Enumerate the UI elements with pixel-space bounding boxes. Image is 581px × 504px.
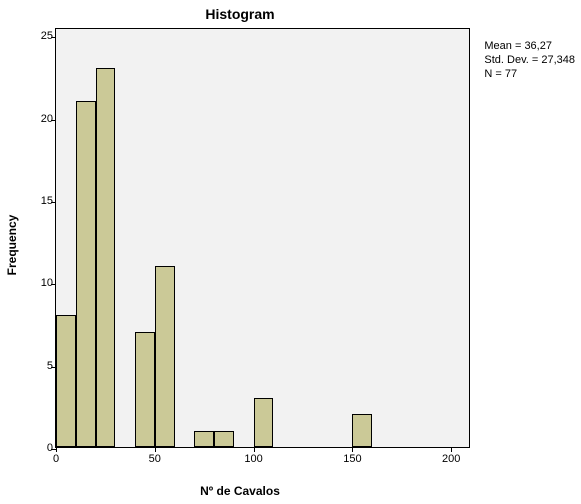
y-tick-label: 5 [13, 360, 53, 372]
y-axis-label: Frequency [5, 215, 19, 276]
histogram-bar [254, 398, 274, 447]
x-tick-label: 200 [442, 453, 460, 465]
histogram-bar [155, 266, 175, 447]
histogram-bar [76, 101, 96, 447]
x-tick-label: 100 [244, 453, 262, 465]
stat-n: N = 77 [484, 68, 575, 82]
x-tick-mark [352, 447, 353, 452]
chart-title: Histogram [0, 6, 480, 22]
histogram-bar [352, 414, 372, 447]
x-tick-mark [56, 447, 57, 452]
stat-std: Std. Dev. = 27,348 [484, 54, 575, 68]
x-axis-label: Nº de Cavalos [0, 484, 480, 498]
y-tick-mark [51, 284, 56, 285]
histogram-bar [194, 431, 214, 447]
y-tick-label: 10 [13, 277, 53, 289]
x-tick-label: 50 [149, 453, 161, 465]
y-tick-label: 0 [13, 442, 53, 454]
x-tick-label: 0 [53, 453, 59, 465]
x-tick-mark [155, 447, 156, 452]
y-tick-label: 15 [13, 195, 53, 207]
x-tick-mark [254, 447, 255, 452]
x-tick-label: 150 [343, 453, 361, 465]
histogram-bar [96, 68, 116, 447]
x-tick-mark [451, 447, 452, 452]
y-tick-mark [51, 367, 56, 368]
y-tick-mark [51, 202, 56, 203]
y-tick-label: 25 [13, 30, 53, 42]
histogram-bar [214, 431, 234, 447]
histogram-bar [56, 315, 76, 447]
y-tick-mark [51, 449, 56, 450]
stats-panel: Mean = 36,27 Std. Dev. = 27,348 N = 77 [484, 40, 575, 81]
y-tick-mark [51, 37, 56, 38]
plot-area: 050100150200 [55, 28, 470, 448]
y-tick-label: 20 [13, 113, 53, 125]
histogram-bar [135, 332, 155, 447]
stat-mean: Mean = 36,27 [484, 40, 575, 54]
plot-background [56, 29, 469, 447]
y-tick-mark [51, 120, 56, 121]
